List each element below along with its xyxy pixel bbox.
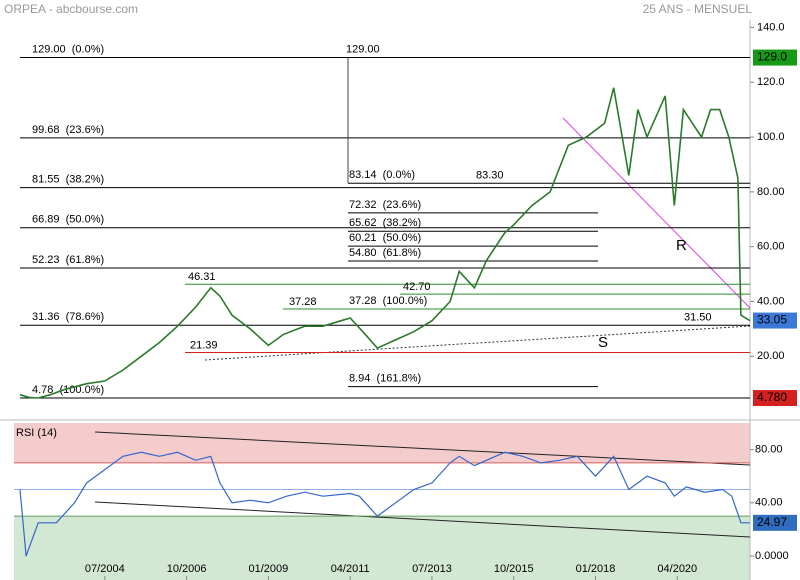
fib-label: 83.14 (0.0%): [349, 169, 415, 181]
y-tick-label: 40.00: [757, 295, 785, 307]
rsi-title: RSI (14): [16, 427, 57, 439]
x-tick-label: 07/2004: [85, 563, 125, 575]
y-tick-label: 40.00: [755, 497, 783, 509]
level-label: 83.30: [476, 170, 504, 182]
price-marker: [753, 312, 797, 329]
overbought-zone: [14, 423, 750, 463]
fib-label: 60.21 (50.0%): [349, 232, 421, 244]
fib-label: 99.68 (23.6%): [32, 124, 104, 136]
fib-label: 72.32 (23.6%): [349, 199, 421, 211]
rsi-marker-label: 24.97: [757, 515, 787, 529]
x-tick-label: 01/2018: [576, 563, 616, 575]
fib-label: 8.94 (161.8%): [349, 373, 421, 385]
level-label: 31.50: [684, 312, 712, 324]
rsi-marker: [753, 514, 797, 531]
x-tick-label: 04/2011: [331, 563, 370, 575]
x-tick-label: 07/2013: [412, 563, 452, 575]
fib-label: 81.55 (38.2%): [32, 174, 104, 186]
price-marker-label: 4.780: [757, 390, 787, 404]
fib-label: 37.28 (100.0%): [349, 295, 427, 307]
price-marker: [753, 49, 797, 66]
rsi-zones: [14, 423, 750, 580]
level-label: 42.70: [403, 281, 431, 293]
x-tick-label: 01/2009: [248, 563, 288, 575]
y-tick-label: 0.0000: [755, 550, 789, 562]
level-label: 46.31: [188, 271, 216, 283]
support-label: S: [598, 334, 608, 351]
fib-label: 129.00 (0.0%): [32, 43, 104, 55]
price-marker: [753, 390, 797, 407]
fib-label: 66.89 (50.0%): [32, 214, 104, 226]
level-label: 37.28: [289, 296, 317, 308]
level-label: 21.39: [190, 339, 218, 351]
x-tick-label: 10/2015: [494, 563, 534, 575]
rsi-line: [19, 451, 750, 557]
y-tick-label: 20.00: [757, 350, 785, 362]
fib-label: 52.23 (61.8%): [32, 254, 104, 266]
y-tick-label: 100.0: [757, 131, 785, 143]
rsi-channel-top: [94, 431, 751, 466]
rsi-channel-bottom: [94, 501, 751, 538]
oversold-zone: [14, 516, 750, 580]
fib-label: 65.62 (38.2%): [349, 217, 421, 229]
price-line: [19, 87, 751, 399]
x-tick-label: 04/2020: [657, 563, 697, 575]
y-tick-label: 80.00: [757, 186, 785, 198]
x-tick-label: 10/2006: [167, 563, 207, 575]
resistance-label: R: [676, 237, 687, 254]
y-tick-label: 60.00: [757, 241, 785, 253]
fib-label: 54.80 (61.8%): [349, 247, 421, 259]
swing-label: 129.00: [346, 43, 380, 55]
support-line: [204, 325, 751, 361]
y-tick-label: 80.00: [755, 444, 783, 456]
resistance-line: [562, 117, 751, 309]
period: 25 ANS - MENSUEL: [643, 2, 753, 16]
y-tick-label: 120.0: [757, 76, 785, 88]
price-marker-label: 129.0: [757, 50, 787, 64]
fib-label: 31.36 (78.6%): [32, 311, 104, 323]
y-tick-label: 140.0: [757, 21, 785, 33]
site-title: ORPEA - abcbourse.com: [4, 2, 138, 16]
fib-label: 4.78 (100.0%): [32, 384, 104, 396]
price-marker-label: 33.05: [757, 313, 787, 327]
